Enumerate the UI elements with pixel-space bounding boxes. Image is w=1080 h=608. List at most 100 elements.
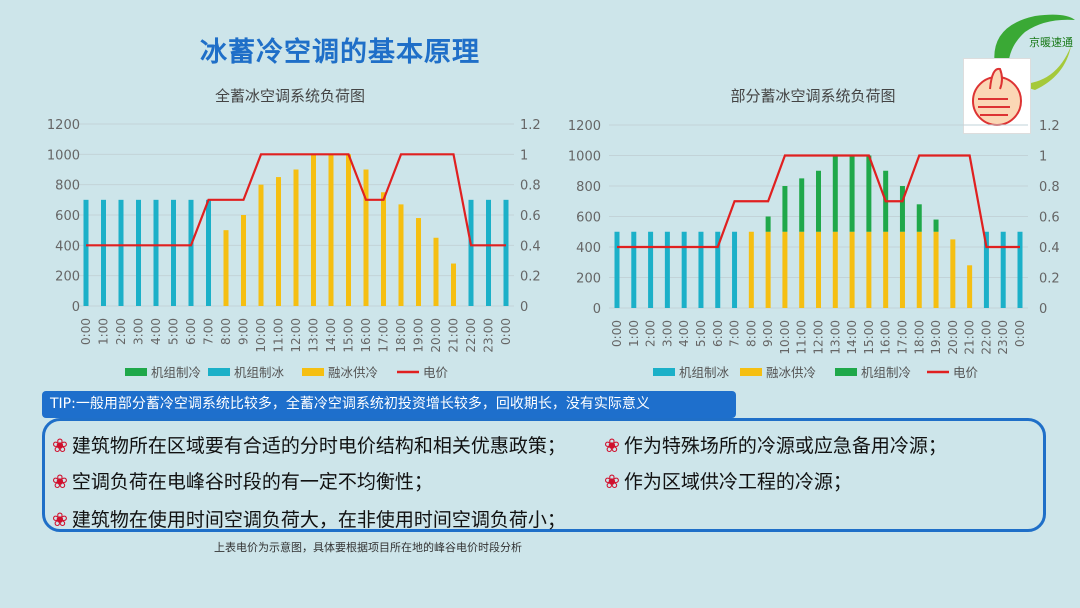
y-tick-label: 0: [593, 302, 601, 317]
x-tick-label: 20:00: [429, 318, 443, 353]
bar-yellow: [451, 263, 456, 306]
y2-tick-label: 0.2: [520, 270, 540, 285]
y2-tick-label: 0: [1039, 302, 1047, 317]
y-tick-label: 600: [55, 209, 80, 224]
bar-blue: [681, 231, 687, 308]
x-tick-label: 13:00: [307, 318, 321, 353]
bar-yellow: [258, 184, 264, 306]
bar-blue: [468, 199, 474, 306]
bar-blue: [136, 199, 141, 306]
x-tick-label: 3:00: [132, 318, 146, 345]
bar-blue: [503, 199, 509, 306]
y2-tick-label: 0.6: [1039, 211, 1060, 226]
x-tick-label: 0:00: [79, 318, 93, 345]
bar-yellow: [223, 230, 229, 306]
bar-green: [765, 216, 771, 232]
bullet-left-1: ❀ 建筑物所在区域要有合适的分时电价结构和相关优惠政策；: [52, 435, 566, 457]
x-tick-label: 0:00: [499, 318, 513, 345]
x-tick-label: 21:00: [963, 320, 977, 355]
y2-tick-label: 0: [520, 300, 528, 315]
y2-tick-label: 1: [520, 148, 528, 163]
legend-swatch: [740, 368, 762, 376]
bar-yellow: [363, 169, 369, 306]
price-line: [617, 154, 1020, 249]
y-tick-label: 800: [55, 179, 80, 194]
x-tick-label: 17:00: [895, 320, 909, 355]
x-tick-label: 2:00: [644, 320, 658, 347]
thumbs-up-image: [963, 58, 1031, 134]
bar-yellow: [849, 231, 855, 308]
x-tick-label: 5:00: [694, 320, 708, 347]
flower-bullet-icon: ❀: [52, 471, 68, 493]
bar-blue: [1000, 231, 1006, 308]
x-tick-label: 8:00: [744, 320, 758, 347]
x-tick-label: 16:00: [359, 318, 373, 353]
legend-swatch: [653, 368, 675, 376]
bar-green: [782, 186, 788, 232]
bar-green: [899, 186, 905, 232]
legend-label: 融冰供冷: [766, 365, 816, 380]
x-tick-label: 21:00: [447, 318, 461, 353]
bar-green: [849, 155, 855, 232]
legend-label: 机组制冷: [151, 365, 201, 380]
y-tick-label: 200: [55, 270, 80, 285]
x-tick-label: 6:00: [184, 318, 198, 345]
legend-swatch: [302, 368, 324, 376]
x-tick-label: 10:00: [254, 318, 268, 353]
x-tick-label: 22:00: [979, 320, 993, 355]
y2-tick-label: 0.2: [1039, 272, 1060, 287]
legend-swatch: [208, 368, 230, 376]
bar-green: [933, 219, 939, 232]
x-tick-label: 11:00: [795, 320, 809, 355]
y2-tick-label: 0.8: [1039, 180, 1060, 195]
x-tick-label: 5:00: [167, 318, 181, 345]
bar-green: [799, 178, 805, 232]
flower-bullet-icon: ❀: [52, 435, 68, 457]
x-tick-label: 6:00: [711, 320, 725, 347]
y-tick-label: 400: [576, 241, 601, 256]
x-tick-label: 14:00: [845, 320, 859, 355]
bar-yellow: [799, 231, 805, 308]
bar-yellow: [416, 218, 421, 306]
bar-green: [866, 155, 872, 232]
chart-title: 全蓄冰空调系统负荷图: [215, 87, 365, 105]
legend-label: 机组制冰: [234, 365, 285, 380]
bar-blue: [188, 199, 194, 306]
y-tick-label: 800: [576, 180, 601, 195]
x-tick-label: 18:00: [394, 318, 408, 353]
flower-bullet-icon: ❀: [604, 471, 620, 493]
bullet-right-1: ❀ 作为特殊场所的冷源或应急备用冷源；: [604, 435, 947, 457]
bar-yellow: [933, 231, 939, 308]
legend-label: 机组制冷: [861, 365, 911, 380]
y-tick-label: 400: [55, 239, 80, 254]
logo-text: 京暖速通: [1029, 35, 1073, 49]
bar-blue: [614, 231, 620, 308]
bar-yellow: [241, 215, 246, 306]
x-tick-label: 15:00: [342, 318, 356, 353]
bar-blue: [1017, 231, 1023, 308]
bar-yellow: [748, 231, 754, 308]
bullet-left-2: ❀ 空调负荷在电峰谷时段的有一定不均衡性；: [52, 471, 433, 493]
bar-blue: [83, 199, 89, 306]
y-tick-label: 200: [576, 272, 601, 287]
bar-blue: [206, 199, 211, 306]
y2-tick-label: 1: [1039, 150, 1047, 165]
bar-yellow: [883, 231, 889, 308]
bar-blue: [698, 231, 704, 308]
bar-yellow: [346, 154, 351, 306]
x-tick-label: 10:00: [778, 320, 792, 355]
bar-yellow: [433, 237, 439, 306]
legend-label: 融冰供冷: [328, 365, 378, 380]
x-tick-label: 15:00: [862, 320, 876, 355]
x-tick-label: 11:00: [272, 318, 286, 353]
bar-yellow: [967, 265, 973, 308]
x-tick-label: 14:00: [324, 318, 338, 353]
x-tick-label: 7:00: [728, 320, 742, 347]
x-tick-label: 9:00: [237, 318, 251, 345]
x-tick-label: 7:00: [202, 318, 216, 345]
bar-green: [832, 155, 838, 232]
bullet-left-3: ❀ 建筑物在使用时间空调负荷大，在非使用时间空调负荷小；: [52, 509, 566, 531]
y2-tick-label: 0.4: [1039, 241, 1060, 256]
x-tick-label: 3:00: [660, 320, 674, 347]
full-ice-storage-chart: 全蓄冰空调系统负荷图 0 200 400 600 800 1000 1200 0 0.2 0.4 0…: [47, 87, 540, 380]
